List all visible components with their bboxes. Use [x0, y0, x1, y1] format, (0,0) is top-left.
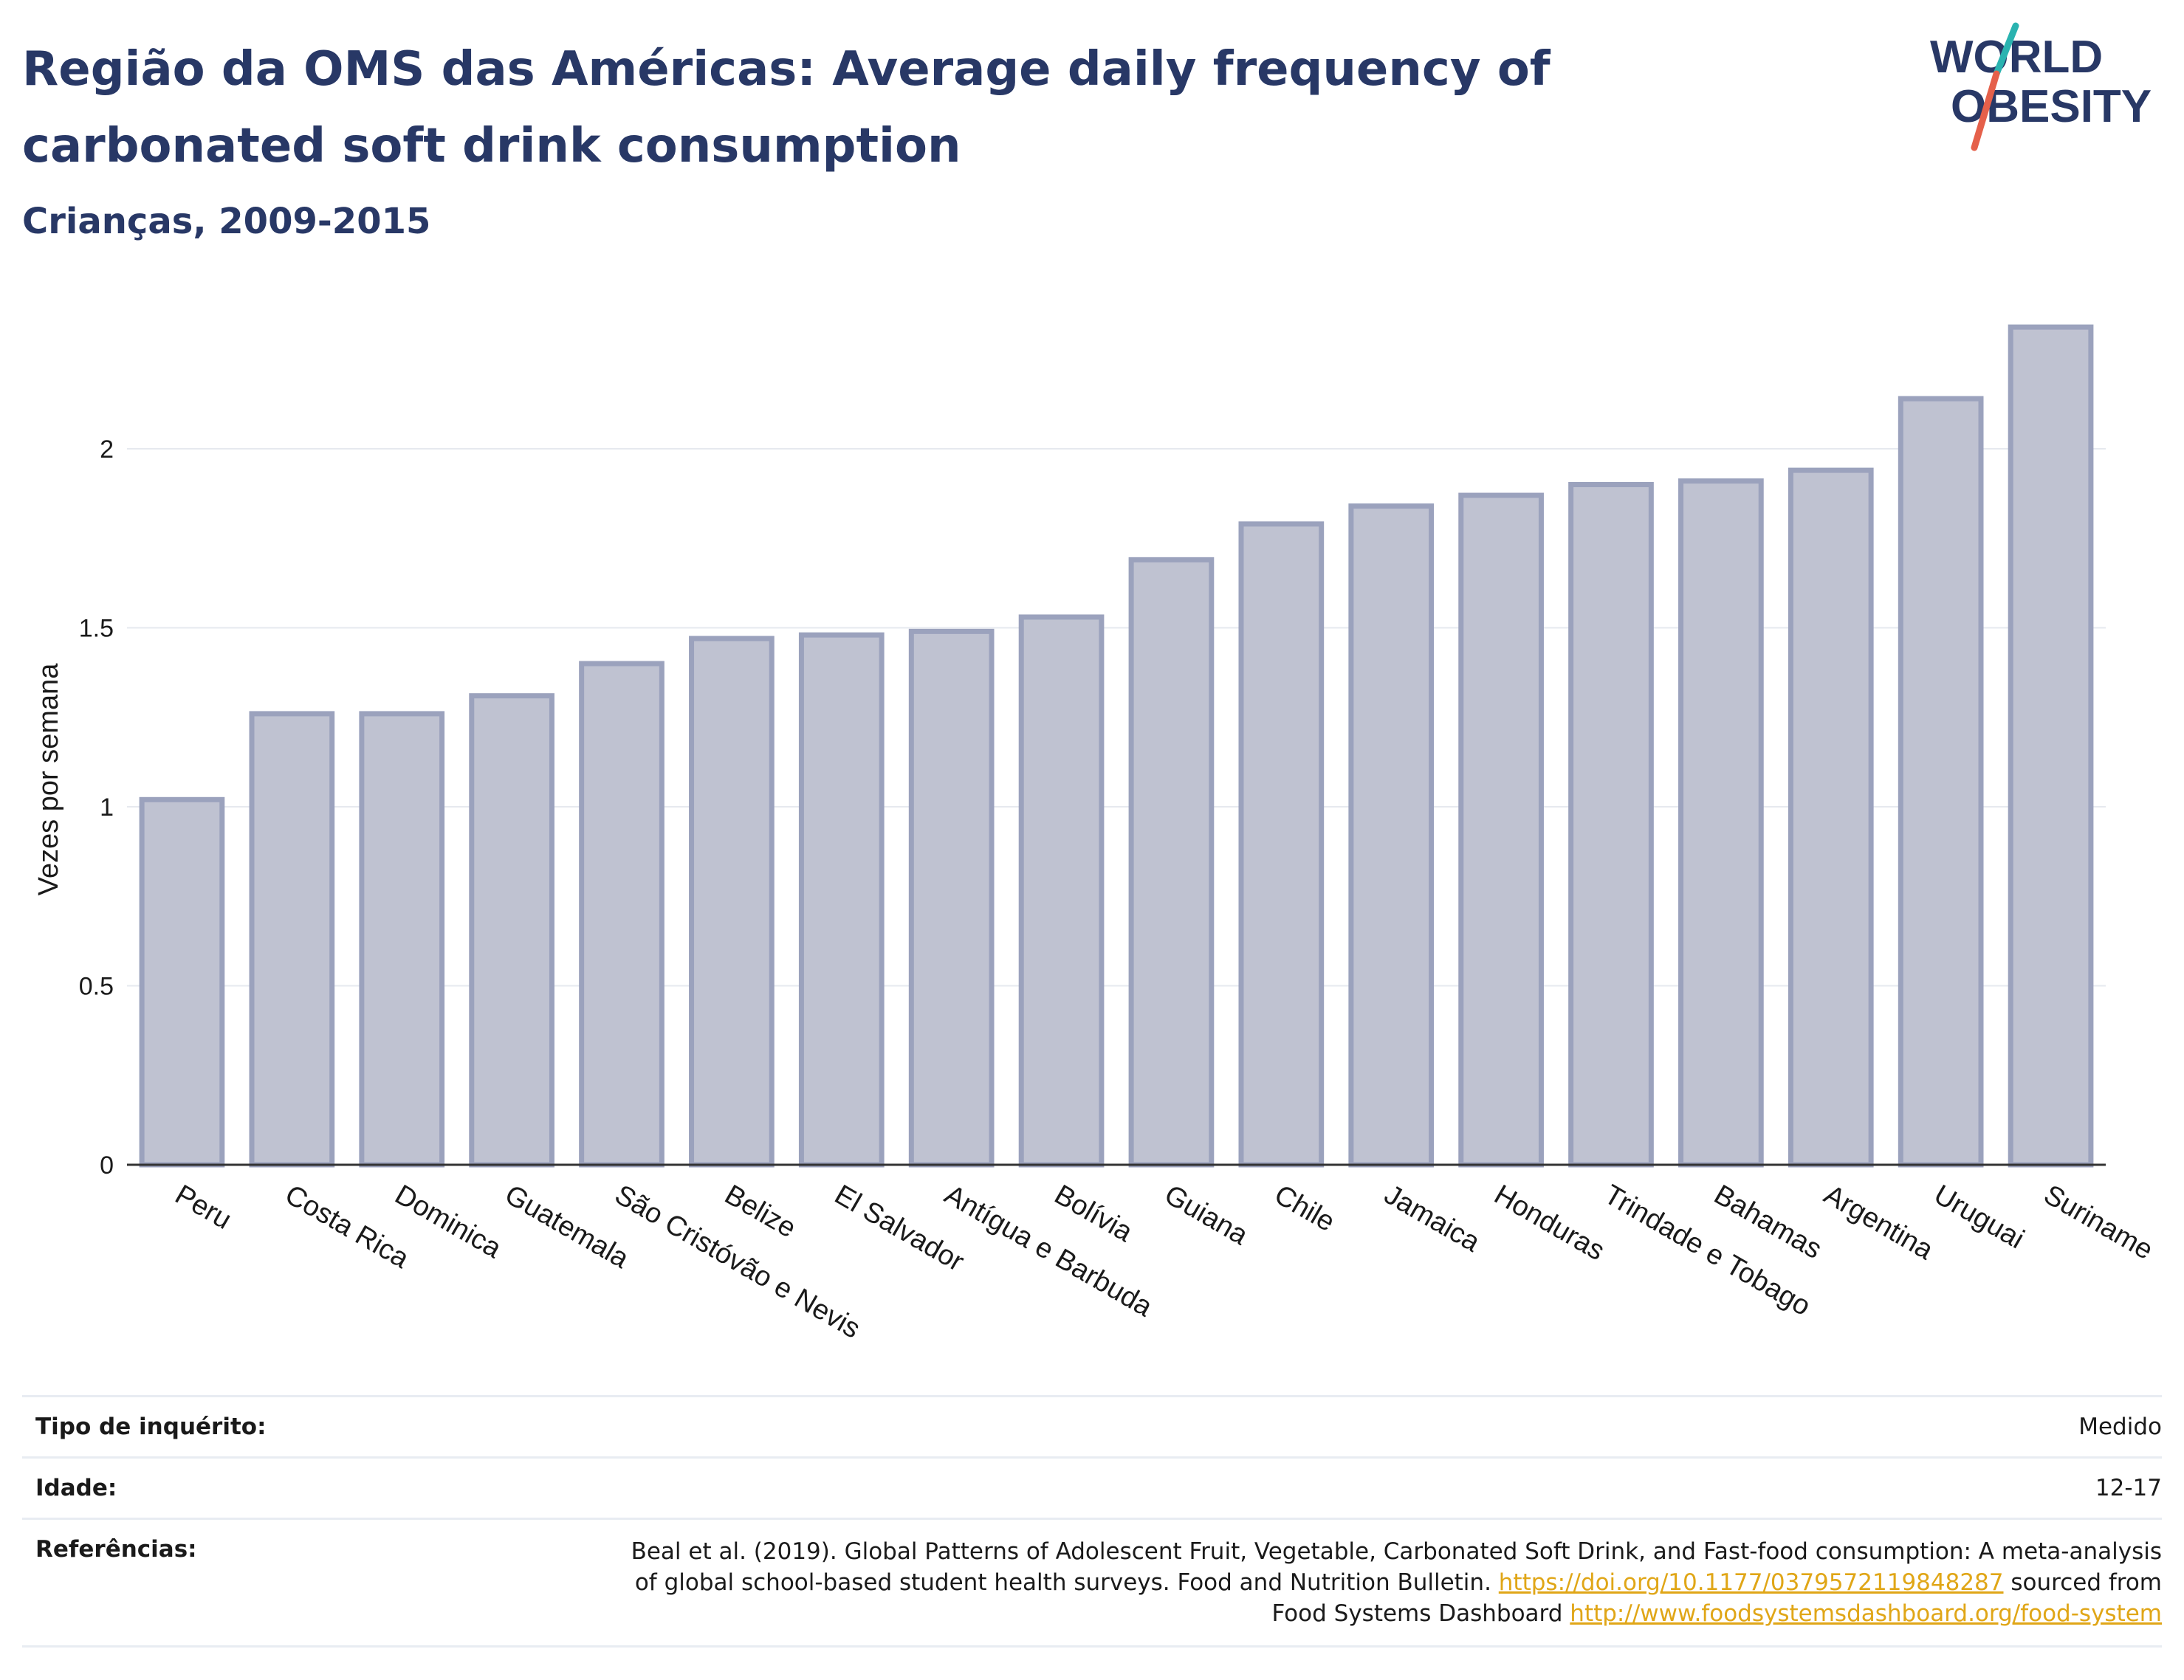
logo-slash-red: [1971, 70, 2000, 151]
y-tick-label: 1.5: [79, 615, 114, 643]
x-tick-label: Belize: [719, 1179, 801, 1244]
chart-title: Região da OMS das Américas: Average dail…: [22, 42, 1551, 173]
bar: [1568, 482, 1654, 1168]
x-tick-label: Honduras: [1489, 1179, 1610, 1267]
logo-slash-teal: [1993, 22, 2019, 78]
bar: [1348, 503, 1435, 1168]
bar: [689, 636, 775, 1168]
x-tick-label: Bolívia: [1049, 1179, 1139, 1248]
bar: [798, 632, 885, 1168]
bar: [1898, 396, 1984, 1168]
references-text: Beal et al. (2019). Global Patterns of A…: [611, 1536, 2162, 1629]
x-tick-label: Uruguai: [1929, 1179, 2029, 1255]
x-tick-label: Argentina: [1819, 1179, 1939, 1266]
bar: [1788, 467, 1874, 1168]
bar: [908, 628, 995, 1168]
x-tick-label: Suriname: [2039, 1179, 2158, 1266]
y-tick-label: 2: [100, 436, 114, 464]
bar: [359, 711, 445, 1168]
bars: [139, 324, 2094, 1168]
logo-word-world: WORLD: [1930, 32, 2103, 83]
x-tick-label: Peru: [170, 1179, 237, 1236]
age-label: Idade:: [35, 1475, 117, 1501]
x-tick-label: Antígua e Barbuda: [939, 1179, 1158, 1323]
bar: [1458, 492, 1544, 1168]
x-tick-label: Costa Rica: [280, 1179, 415, 1275]
y-tick-label: 0.5: [79, 973, 114, 1001]
y-axis-title: Vezes por semana: [33, 663, 64, 896]
bar: [1678, 478, 1764, 1168]
y-tick-label: 0: [100, 1151, 114, 1180]
bar: [1238, 521, 1325, 1168]
y-tick-label: 1: [100, 793, 114, 822]
references-row: Referências: Beal et al. (2019). Global …: [22, 1518, 2162, 1648]
chart-subtitle: Crianças, 2009-2015: [22, 201, 431, 242]
x-tick-label: Jamaica: [1379, 1179, 1486, 1259]
world-obesity-logo: WORLD OBESITY: [1930, 22, 2152, 151]
bar: [579, 661, 665, 1168]
reference-citation: Beal et al. (2019). Global Patterns of A…: [631, 1538, 2162, 1596]
survey-type-label: Tipo de inquérito:: [35, 1414, 267, 1440]
info-table: Tipo de inquérito: Medido Idade: 12-17 R…: [22, 1395, 2162, 1648]
grid-lines: [127, 448, 2106, 987]
reference-doi-link[interactable]: https://doi.org/10.1177/0379572119848287: [1498, 1569, 2004, 1596]
bar-chart: 00.511.52 Peru Costa RicaDominicaGuatemal…: [33, 324, 2158, 1345]
references-label: Referências:: [35, 1536, 197, 1563]
bar: [1128, 557, 1215, 1168]
age-value: 12-17: [2095, 1475, 2162, 1501]
reference-source: sourced from Food Systems Dashboard: [1271, 1569, 2162, 1627]
x-tick-label: Guatemala: [500, 1179, 635, 1275]
x-tick-label: Trindade e Tobago: [1599, 1179, 1816, 1322]
bar: [469, 693, 554, 1168]
bar: [2008, 324, 2094, 1168]
x-tick-label: Guiana: [1159, 1179, 1254, 1251]
survey-type-row: Tipo de inquérito: Medido: [22, 1395, 2162, 1456]
bar: [139, 796, 225, 1168]
reference-dashboard-link[interactable]: http://www.foodsystemsdashboard.org/food…: [1570, 1600, 2162, 1627]
age-row: Idade: 12-17: [22, 1456, 2162, 1518]
survey-type-value: Medido: [2078, 1414, 2162, 1440]
x-tick-label: Chile: [1269, 1179, 1340, 1238]
bar: [1018, 614, 1105, 1168]
y-tick-labels: 0 0.5 1 1.5 2: [79, 436, 114, 1180]
bar: [249, 711, 335, 1168]
